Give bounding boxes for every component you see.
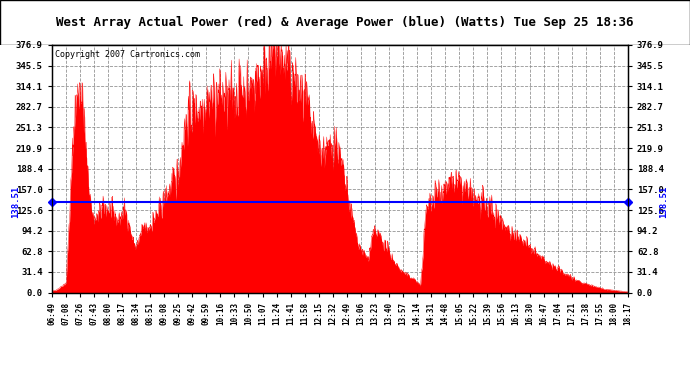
Text: 138.51: 138.51 [11,185,20,218]
Text: 138.51: 138.51 [660,185,669,218]
Text: West Array Actual Power (red) & Average Power (blue) (Watts) Tue Sep 25 18:36: West Array Actual Power (red) & Average … [57,16,633,29]
Text: Copyright 2007 Cartronics.com: Copyright 2007 Cartronics.com [55,50,199,59]
